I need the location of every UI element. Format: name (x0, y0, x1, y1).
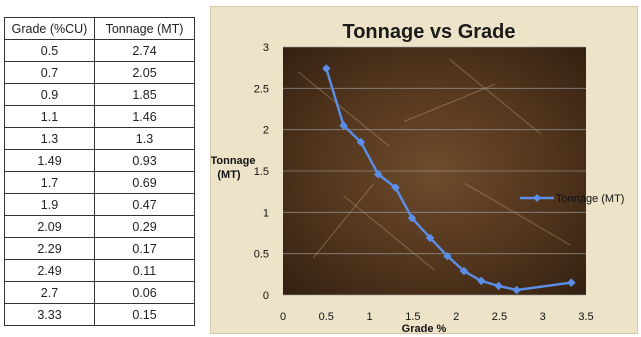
x-axis-label: Grade % (402, 323, 447, 335)
data-point (476, 276, 486, 286)
grade-cell: 0.5 (4, 39, 95, 62)
x-tick-label: 0.5 (319, 311, 334, 323)
tonnage-cell: 1.85 (94, 83, 195, 106)
header-grade: Grade (%CU) (4, 17, 95, 40)
grade-cell: 1.3 (4, 127, 95, 150)
table-body: 0.5 2.74 0.7 2.05 0.9 1.85 1.1 1.46 1.3 1.3 1.49 0.… (4, 39, 195, 326)
x-tick-label: 1 (367, 311, 373, 323)
y-tick-label: 0 (263, 290, 269, 302)
x-tick-label: 1.5 (405, 311, 420, 323)
data-point (407, 213, 417, 223)
y-tick-label: 1.5 (254, 166, 269, 178)
grade-cell: 1.7 (4, 171, 95, 194)
table-row: 1.9 0.47 (4, 193, 195, 216)
tonnage-cell: 1.3 (94, 127, 195, 150)
grade-cell: 0.7 (4, 61, 95, 84)
texture-vein (297, 71, 390, 147)
tonnage-cell: 0.69 (94, 171, 195, 194)
chart-title: Tonnage vs Grade (342, 21, 515, 43)
table-row: 2.7 0.06 (4, 281, 195, 304)
table-row: 2.29 0.17 (4, 237, 195, 260)
x-tick-label: 0 (280, 311, 286, 323)
data-point (373, 169, 383, 179)
tonnage-cell: 1.46 (94, 105, 195, 128)
grade-cell: 1.49 (4, 149, 95, 172)
tonnage-cell: 0.47 (94, 193, 195, 216)
legend-label: Tonnage (MT) (556, 193, 624, 205)
table-row: 3.33 0.15 (4, 303, 195, 326)
chart-panel: Tonnage vs Grade 0 0.5 1 1.5 2 2.5 3 0 0.5 1 1.5 2 2… (210, 6, 638, 335)
grade-cell: 2.29 (4, 237, 95, 260)
table-row: 0.9 1.85 (4, 83, 195, 106)
x-tick-label: 3 (540, 311, 546, 323)
data-point (321, 64, 331, 73)
grade-cell: 2.09 (4, 215, 95, 238)
tonnage-cell: 0.11 (94, 259, 195, 282)
data-point (425, 233, 435, 243)
texture-vein (449, 58, 541, 135)
tonnage-cell: 0.29 (94, 215, 195, 238)
y-axis-label-line-2: (MT) (217, 169, 241, 181)
texture-vein (464, 182, 572, 246)
grade-cell: 3.33 (4, 303, 95, 326)
data-point (356, 137, 366, 147)
grade-cell: 2.7 (4, 281, 95, 304)
table-row: 2.49 0.11 (4, 259, 195, 282)
table-row: 0.7 2.05 (4, 61, 195, 84)
legend-marker (533, 194, 541, 202)
table-row: 1.3 1.3 (4, 127, 195, 150)
data-point (459, 266, 469, 276)
x-tick-label: 2 (453, 311, 459, 323)
tonnage-vs-grade-chart: Tonnage vs Grade 0 0.5 1 1.5 2 2.5 3 0 0.5 1 1.5 2 2… (211, 21, 624, 335)
table-row: 0.5 2.74 (4, 39, 195, 62)
data-point (391, 183, 400, 192)
y-tick-label: 1 (263, 207, 269, 219)
tonnage-cell: 0.15 (94, 303, 195, 326)
data-point (566, 278, 576, 287)
header-tonnage: Tonnage (MT) (94, 17, 195, 40)
data-point (494, 281, 503, 291)
data-point (512, 285, 522, 295)
grade-cell: 1.1 (4, 105, 95, 128)
table-row: 1.7 0.69 (4, 171, 195, 194)
tonnage-cell: 2.74 (94, 39, 195, 62)
y-tick-label: 2 (263, 125, 269, 137)
data-table: Grade (%CU) Tonnage (MT) 0.5 2.74 0.7 2.05 0… (4, 17, 195, 326)
x-tick-label: 2.5 (492, 311, 507, 323)
grade-cell: 2.49 (4, 259, 95, 282)
y-tick-label: 0.5 (254, 249, 269, 261)
table-row: 2.09 0.29 (4, 215, 195, 238)
texture-vein (312, 183, 375, 259)
table-header-row: Grade (%CU) Tonnage (MT) (4, 17, 195, 40)
table-row: 1.1 1.46 (4, 105, 195, 128)
data-point (443, 251, 452, 261)
data-point (339, 121, 348, 130)
tonnage-cell: 0.93 (94, 149, 195, 172)
grade-cell: 0.9 (4, 83, 95, 106)
tonnage-cell: 0.17 (94, 237, 195, 260)
table-row: 1.49 0.93 (4, 149, 195, 172)
y-tick-label: 2.5 (254, 83, 269, 95)
y-tick-label: 3 (263, 42, 269, 54)
y-axis-label-line-1: Tonnage (211, 155, 256, 167)
grade-cell: 1.9 (4, 193, 95, 216)
texture-vein (403, 83, 496, 122)
tonnage-cell: 2.05 (94, 61, 195, 84)
tonnage-cell: 0.06 (94, 281, 195, 304)
texture-vein (343, 195, 435, 271)
x-tick-label: 3.5 (578, 311, 593, 323)
